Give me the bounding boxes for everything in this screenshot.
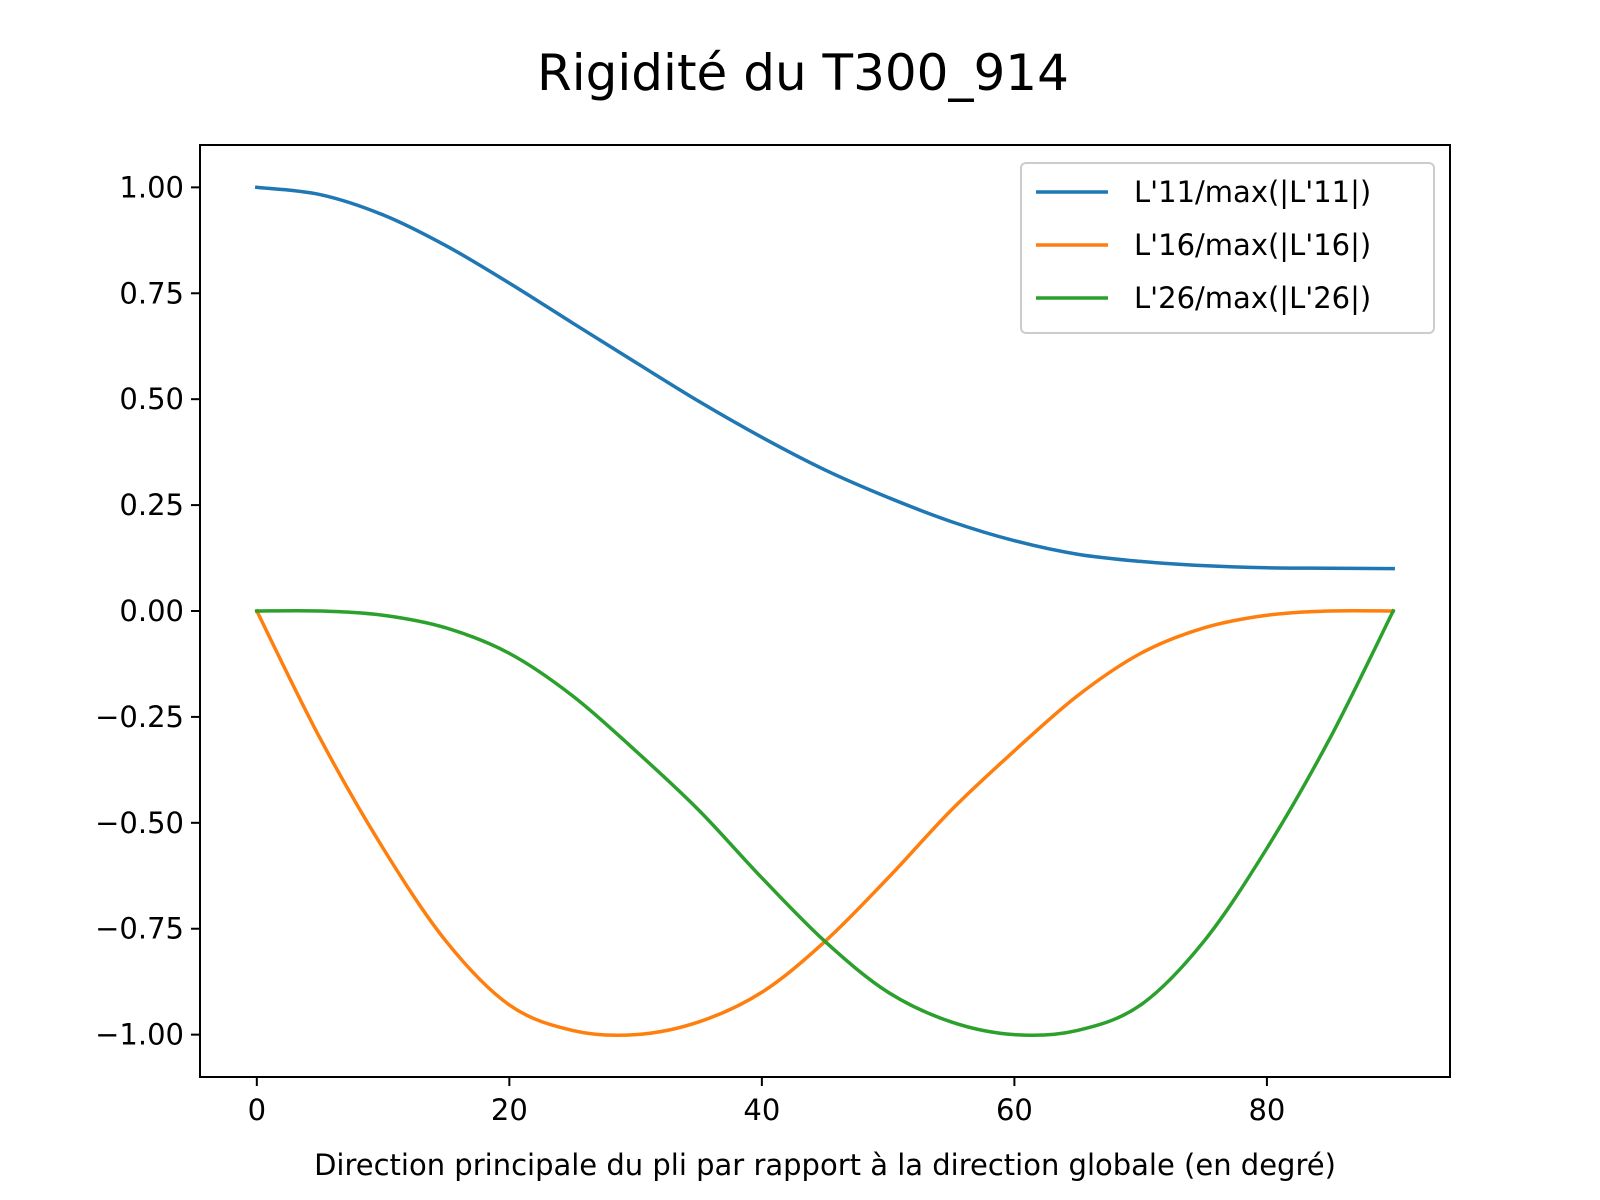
- y-tick-label: 0.75: [119, 276, 184, 310]
- x-axis: 0 20 40 60 80: [248, 1077, 1285, 1127]
- y-tick-label: −1.00: [95, 1018, 184, 1052]
- x-tick-label: 0: [248, 1093, 266, 1127]
- y-tick-label: −0.25: [95, 700, 184, 734]
- x-tick-label: 60: [996, 1093, 1033, 1127]
- chart-title: Rigidité du T300_914: [537, 44, 1069, 102]
- series-line-1: [254, 185, 1395, 571]
- series-line-2: [254, 608, 1395, 1038]
- plot-area-frame: [199, 144, 1451, 1078]
- y-tick-label: −0.50: [95, 806, 184, 840]
- x-axis-label: Direction principale du pli par rapport …: [314, 1148, 1336, 1182]
- y-tick-label: 0.25: [119, 488, 184, 522]
- y-axis: 1.00 0.75 0.50 0.25 0.00 −0.25 −0.50 −0.75 −1.00: [95, 170, 200, 1052]
- y-tick-label: 1.00: [119, 170, 184, 204]
- legend-frame: [1020, 162, 1435, 334]
- y-tick-label: 0.00: [119, 594, 184, 628]
- series-lines: [254, 185, 1396, 1038]
- series-line-3: [255, 608, 1396, 1038]
- legend: L'11/max(|L'11|) L'16/max(|L'16|) L'26/max…: [1020, 162, 1435, 334]
- legend-label-1: L'11/max(|L'11|): [1134, 175, 1371, 209]
- y-tick-label: −0.75: [95, 912, 184, 946]
- legend-label-3: L'26/max(|L'26|): [1134, 281, 1371, 315]
- x-tick-label: 80: [1248, 1093, 1285, 1127]
- legend-label-2: L'16/max(|L'16|): [1134, 228, 1371, 262]
- x-tick-label: 20: [491, 1093, 528, 1127]
- x-tick-label: 40: [743, 1093, 780, 1127]
- y-tick-label: 0.50: [119, 382, 184, 416]
